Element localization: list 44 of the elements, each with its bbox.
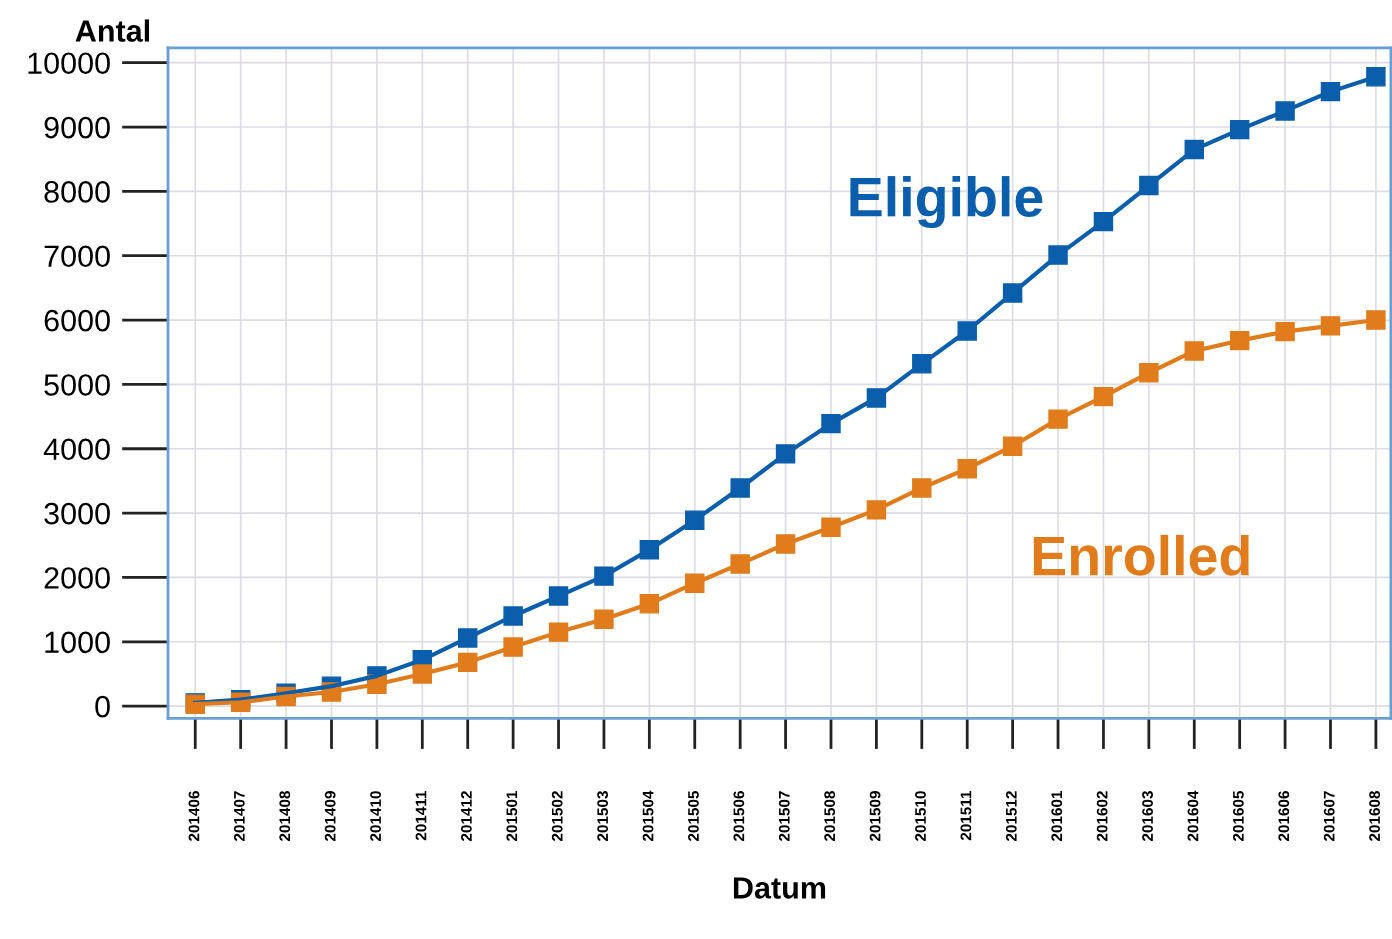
y-tick-label: 8000: [44, 181, 110, 203]
x-tick-label: 201602: [1096, 791, 1108, 841]
y-tick-label: 10000: [28, 52, 110, 75]
x-tick-label: 201505: [688, 790, 699, 841]
x-tick-label: 201503: [597, 791, 609, 841]
x-tick-label: 201407: [233, 791, 245, 841]
y-axis-title: Antal: [75, 19, 150, 42]
x-tick-label: 201509: [869, 791, 881, 841]
y-tick-label: 6000: [44, 309, 110, 332]
x-tick-label: 201412: [461, 791, 472, 841]
y-tick-label: 4000: [43, 438, 110, 461]
x-tick-label: 201606: [1278, 791, 1290, 841]
x-tick-label: 201604: [1187, 790, 1199, 841]
y-tick-label: 7000: [44, 245, 110, 268]
x-tick-label: 201409: [324, 791, 336, 841]
x-tick-label: 201410: [370, 791, 381, 841]
x-tick-label: 201408: [279, 791, 291, 841]
x-tick-label: 201507: [778, 791, 790, 841]
x-tick-label: 201411: [415, 790, 427, 841]
x-tick-label: 201603: [1142, 791, 1153, 841]
x-tick-label: 201511: [960, 790, 972, 841]
x-tick-label: 201608: [1369, 791, 1380, 841]
y-tick-label: 3000: [44, 502, 110, 525]
y-tick-label: 2000: [44, 567, 110, 589]
series-label: Eligible: [850, 176, 1043, 229]
x-tick-label: 201605: [1232, 790, 1244, 841]
x-axis-title: Datum: [733, 877, 826, 899]
x-tick-label: 201506: [733, 791, 745, 841]
x-tick-label: 201504: [642, 790, 654, 841]
x-tick-label: 201502: [551, 791, 563, 841]
x-tick-label: 201510: [915, 791, 926, 841]
point: [1366, 310, 1386, 330]
x-tick-label: 201501: [506, 790, 518, 841]
y-tick-label: 1000: [45, 631, 110, 654]
x-tick-label: 201508: [824, 791, 836, 841]
x-tick-label: 201607: [1323, 791, 1335, 841]
series-label: Enrolled: [1033, 534, 1249, 576]
y-tick-label: 9000: [44, 116, 110, 139]
x-tick-label: 201512: [1005, 791, 1017, 841]
x-tick-label: 201406: [188, 791, 200, 841]
point: [1366, 67, 1386, 87]
y-tick-label: 5000: [44, 374, 110, 396]
y-tick-label: 0: [95, 695, 110, 718]
x-tick-label: 201601: [1051, 790, 1063, 841]
